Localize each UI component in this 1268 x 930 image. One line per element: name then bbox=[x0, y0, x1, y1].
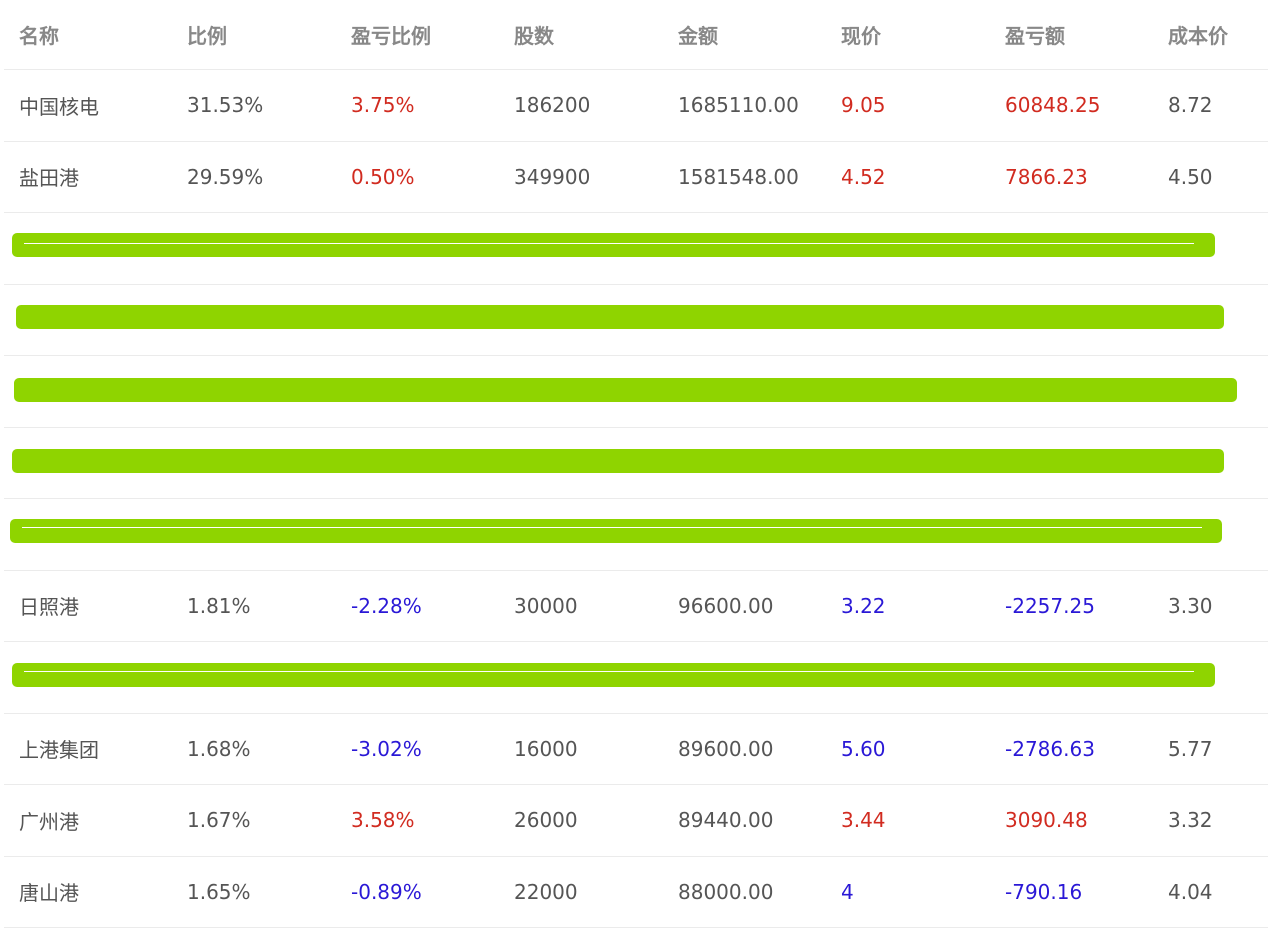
holdings-table: 名称 比例 盈亏比例 股数 金额 现价 盈亏额 成本价 中国核电 31.53% … bbox=[4, 0, 1268, 928]
cell-price: 3.44 bbox=[841, 808, 886, 833]
cell-cost: 4.04 bbox=[1168, 879, 1213, 904]
redaction-bar bbox=[12, 663, 1215, 687]
cell-name: 日照港 bbox=[19, 595, 79, 620]
cell-pnl: 7866.23 bbox=[1005, 164, 1088, 189]
table-row-redacted bbox=[4, 213, 1268, 285]
cell-ratio: 1.65% bbox=[187, 879, 251, 904]
cell-name: 广州港 bbox=[19, 809, 79, 834]
cell-cost: 8.72 bbox=[1168, 93, 1213, 118]
column-header-pnl[interactable]: 盈亏额 bbox=[1005, 24, 1065, 48]
cell-amount: 89440.00 bbox=[678, 808, 774, 833]
cell-ratio: 31.53% bbox=[187, 93, 264, 118]
table-row[interactable]: 上港集团 1.68% -3.02% 16000 89600.00 5.60 -2… bbox=[4, 714, 1268, 785]
cell-amount: 1685110.00 bbox=[678, 93, 799, 118]
cell-pnl: -2786.63 bbox=[1005, 736, 1095, 761]
table-row[interactable]: 唐山港 1.65% -0.89% 22000 88000.00 4 -790.1… bbox=[4, 857, 1268, 928]
cell-name: 唐山港 bbox=[19, 881, 79, 906]
column-header-pnl-ratio[interactable]: 盈亏比例 bbox=[351, 24, 431, 48]
cell-price: 4.52 bbox=[841, 164, 886, 189]
cell-amount: 1581548.00 bbox=[678, 164, 799, 189]
redaction-bar bbox=[12, 233, 1215, 257]
redaction-bar bbox=[12, 448, 1224, 473]
cell-amount: 96600.00 bbox=[678, 593, 774, 618]
cell-shares: 16000 bbox=[514, 736, 578, 761]
column-header-price[interactable]: 现价 bbox=[841, 24, 881, 48]
cell-name: 盐田港 bbox=[19, 166, 79, 191]
redaction-line bbox=[22, 527, 1202, 528]
cell-pnl: -790.16 bbox=[1005, 879, 1083, 904]
cell-ratio: 29.59% bbox=[187, 164, 264, 189]
table-header: 名称 比例 盈亏比例 股数 金额 现价 盈亏额 成本价 bbox=[4, 0, 1268, 70]
cell-price: 3.22 bbox=[841, 593, 886, 618]
cell-name: 中国核电 bbox=[19, 94, 99, 119]
table-row-redacted bbox=[4, 428, 1268, 499]
cell-pnl: -2257.25 bbox=[1005, 593, 1095, 618]
cell-shares: 349900 bbox=[514, 164, 591, 189]
table-row[interactable]: 日照港 1.81% -2.28% 30000 96600.00 3.22 -22… bbox=[4, 571, 1268, 642]
table-row-redacted bbox=[4, 356, 1268, 428]
cell-shares: 30000 bbox=[514, 593, 578, 618]
table-row[interactable]: 广州港 1.67% 3.58% 26000 89440.00 3.44 3090… bbox=[4, 785, 1268, 857]
cell-price: 5.60 bbox=[841, 736, 886, 761]
cell-price: 4 bbox=[841, 879, 854, 904]
redaction-bar bbox=[10, 519, 1222, 543]
column-header-name[interactable]: 名称 bbox=[19, 24, 59, 48]
cell-pnl: 60848.25 bbox=[1005, 93, 1101, 118]
redaction-line bbox=[24, 243, 1194, 244]
column-header-ratio[interactable]: 比例 bbox=[187, 24, 227, 48]
table-row[interactable]: 中国核电 31.53% 3.75% 186200 1685110.00 9.05… bbox=[4, 70, 1268, 142]
cell-ratio: 1.81% bbox=[187, 593, 251, 618]
cell-pnl-ratio: 0.50% bbox=[351, 164, 415, 189]
table-row[interactable]: 盐田港 29.59% 0.50% 349900 1581548.00 4.52 … bbox=[4, 142, 1268, 213]
redaction-line bbox=[24, 671, 1194, 672]
cell-shares: 22000 bbox=[514, 879, 578, 904]
cell-shares: 26000 bbox=[514, 808, 578, 833]
cell-cost: 4.50 bbox=[1168, 164, 1213, 189]
cell-pnl-ratio: -0.89% bbox=[351, 879, 422, 904]
cell-pnl-ratio: 3.58% bbox=[351, 808, 415, 833]
cell-shares: 186200 bbox=[514, 93, 591, 118]
table-row-redacted bbox=[4, 285, 1268, 356]
redaction-bar bbox=[16, 304, 1224, 329]
cell-ratio: 1.67% bbox=[187, 808, 251, 833]
table-row-redacted bbox=[4, 642, 1268, 714]
redaction-bar bbox=[14, 378, 1237, 402]
cell-pnl-ratio: -3.02% bbox=[351, 736, 422, 761]
cell-pnl-ratio: -2.28% bbox=[351, 593, 422, 618]
column-header-amount[interactable]: 金额 bbox=[678, 24, 718, 48]
cell-cost: 3.32 bbox=[1168, 808, 1213, 833]
cell-pnl-ratio: 3.75% bbox=[351, 93, 415, 118]
cell-amount: 88000.00 bbox=[678, 879, 774, 904]
cell-amount: 89600.00 bbox=[678, 736, 774, 761]
cell-pnl: 3090.48 bbox=[1005, 808, 1088, 833]
cell-ratio: 1.68% bbox=[187, 736, 251, 761]
cell-cost: 5.77 bbox=[1168, 736, 1213, 761]
cell-price: 9.05 bbox=[841, 93, 886, 118]
cell-cost: 3.30 bbox=[1168, 593, 1213, 618]
table-row-redacted bbox=[4, 499, 1268, 571]
column-header-shares[interactable]: 股数 bbox=[514, 24, 554, 48]
column-header-cost[interactable]: 成本价 bbox=[1168, 24, 1228, 48]
cell-name: 上港集团 bbox=[19, 738, 99, 763]
